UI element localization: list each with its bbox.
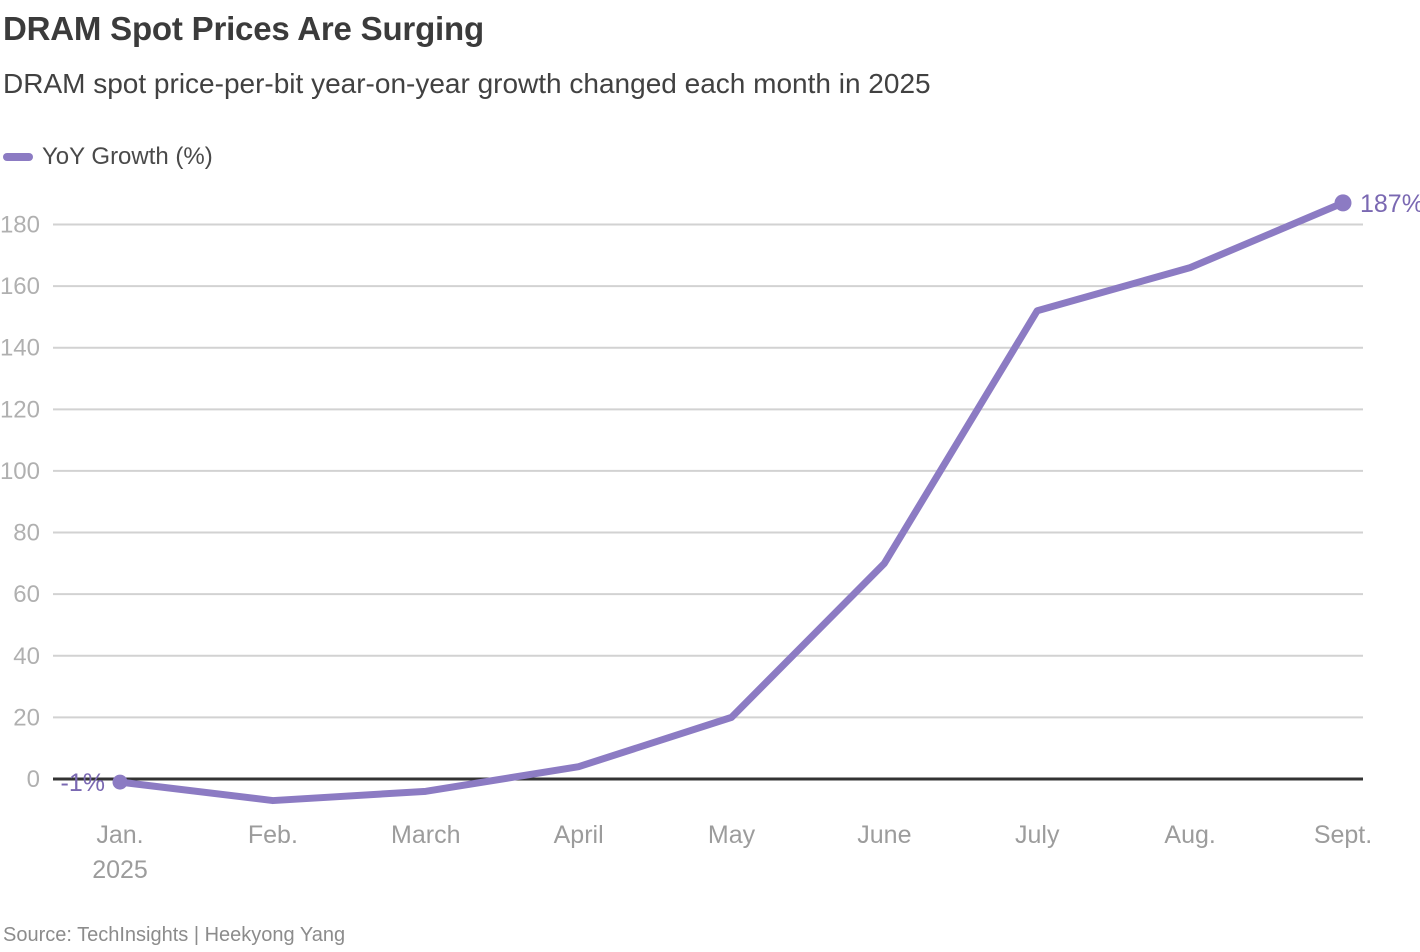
x-axis-year-label: 2025 [92, 856, 148, 884]
x-axis-label: July [1015, 821, 1060, 849]
x-axis-label: May [708, 821, 756, 849]
chart-line [116, 199, 1347, 805]
x-axis-label: Feb. [248, 821, 298, 849]
chart-endpoint-dot [1334, 194, 1352, 212]
value-label-first: -1% [61, 769, 105, 797]
y-axis-label: 180 [0, 211, 40, 238]
chart-startpoint-dot [112, 774, 128, 790]
y-axis-label: 60 [13, 581, 40, 608]
y-axis-label: 140 [0, 335, 40, 362]
y-axis-label: 160 [0, 273, 40, 300]
x-axis-label: April [554, 821, 604, 849]
legend-line-swatch [3, 153, 33, 161]
page-subtitle: DRAM spot price-per-bit year-on-year gro… [3, 68, 931, 99]
y-axis-label: 100 [0, 458, 40, 485]
y-axis-label: 120 [0, 396, 40, 423]
x-axis-label: June [857, 821, 911, 849]
value-label-last: 187% [1360, 190, 1420, 218]
legend-label: YoY Growth (%) [42, 143, 213, 170]
x-axis-label: Sept. [1314, 821, 1372, 849]
x-axis-label: Aug. [1164, 821, 1215, 849]
x-axis-label: Jan. [96, 821, 143, 849]
yoy-growth-line-chart: 0 20 40 60 80 100 120 140 160 180 Jan. Feb. March Apr… [0, 190, 1420, 884]
y-axis-label: 80 [13, 520, 40, 547]
y-axis-label: 40 [13, 643, 40, 670]
page-title: DRAM Spot Prices Are Surging [3, 10, 484, 47]
source-text: Source: TechInsights | Heekyong Yang [3, 924, 346, 946]
chart-legend: YoY Growth (%) [3, 143, 213, 171]
x-axis-label: March [391, 821, 460, 849]
y-axis-label: 20 [13, 704, 40, 731]
y-axis-label: 0 [27, 766, 40, 793]
